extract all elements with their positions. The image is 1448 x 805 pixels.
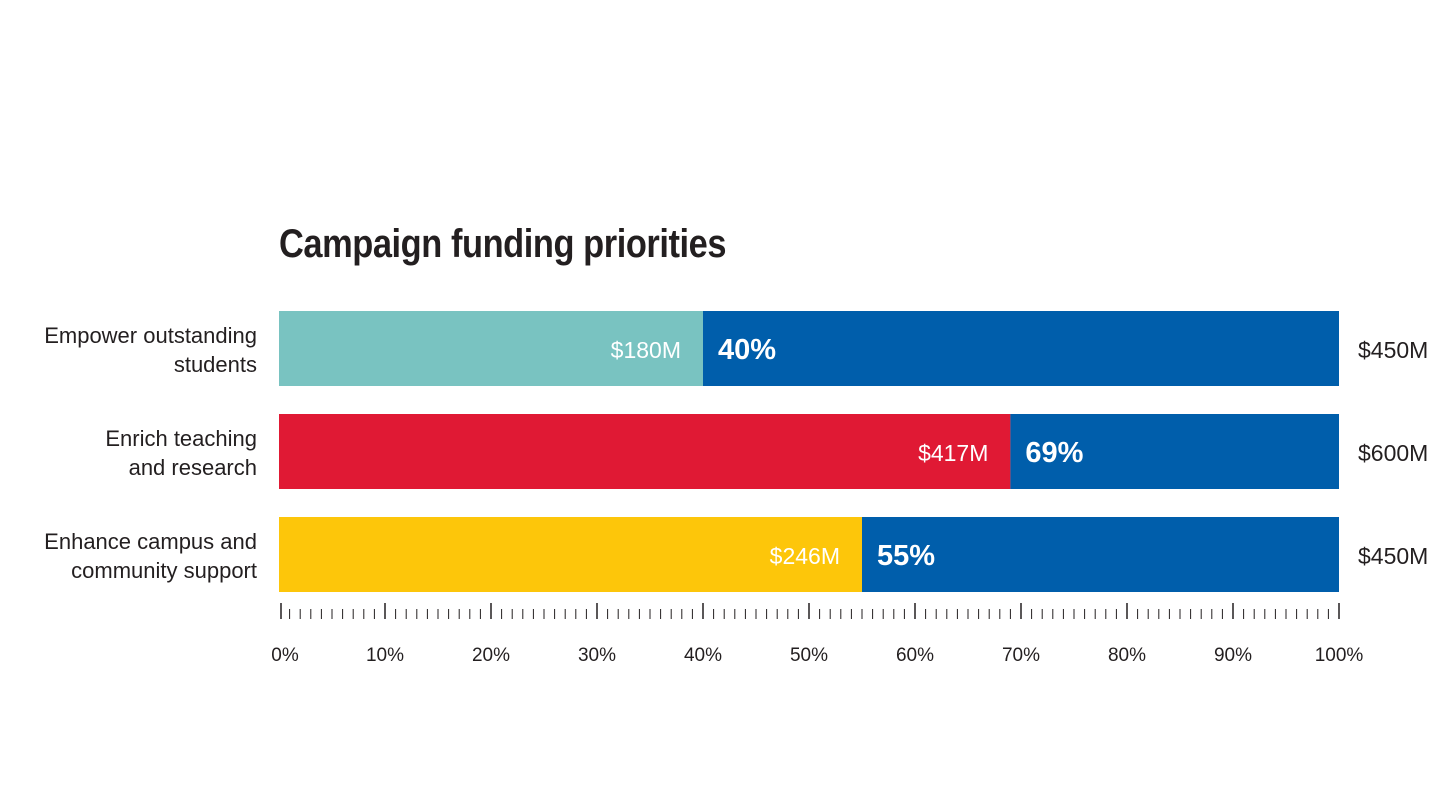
category-label: Empower outstanding	[44, 323, 257, 348]
chart-title: Campaign funding priorities	[279, 222, 727, 266]
percent-label: 40%	[718, 334, 776, 366]
x-tick-label: 50%	[790, 645, 828, 666]
x-tick-label: 90%	[1214, 645, 1252, 666]
goal-label: $600M	[1358, 440, 1428, 466]
raised-label: $417M	[918, 440, 988, 466]
bar-remaining	[703, 311, 1339, 386]
percent-label: 69%	[1025, 437, 1083, 469]
category-label: Enrich teaching	[105, 426, 257, 451]
x-tick-label: 30%	[578, 645, 616, 666]
raised-label: $180M	[611, 337, 681, 363]
category-label: community support	[71, 558, 257, 583]
x-tick-label: 100%	[1315, 645, 1364, 666]
x-tick-label: 70%	[1002, 645, 1040, 666]
x-tick-label: 0%	[271, 645, 299, 666]
goal-label: $450M	[1358, 543, 1428, 569]
category-label: and research	[129, 455, 257, 480]
x-tick-label: 20%	[472, 645, 510, 666]
bar-raised	[279, 517, 862, 592]
bar-raised	[279, 311, 703, 386]
category-label: students	[174, 352, 257, 377]
raised-label: $246M	[770, 543, 840, 569]
goal-label: $450M	[1358, 337, 1428, 363]
x-tick-label: 80%	[1108, 645, 1146, 666]
bar-remaining	[1010, 414, 1339, 489]
x-tick-label: 10%	[366, 645, 404, 666]
x-tick-label: 60%	[896, 645, 934, 666]
bar-raised	[279, 414, 1011, 489]
percent-label: 55%	[877, 540, 935, 572]
bar-remaining	[862, 517, 1339, 592]
x-tick-label: 40%	[684, 645, 722, 666]
category-label: Enhance campus and	[44, 529, 257, 554]
